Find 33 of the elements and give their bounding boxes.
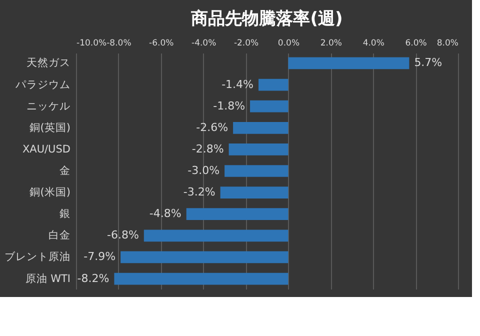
- y-tick-label: 天然ガス: [26, 57, 70, 70]
- y-tick-label: 白金: [48, 230, 70, 242]
- data-label: -2.8%: [192, 142, 224, 156]
- x-tick-label: -2.0%: [234, 38, 259, 48]
- x-tick-label: 4.0%: [362, 38, 384, 48]
- y-tick-label: 銅(米国): [29, 186, 70, 199]
- y-tick-label: ブレント原油: [4, 250, 70, 264]
- x-tick-label: -6.0%: [149, 38, 174, 48]
- data-label: -2.6%: [196, 120, 228, 134]
- y-tick-label: 銅(英国): [29, 120, 70, 134]
- x-tick-label: -10.0%: [76, 38, 107, 48]
- x-tick-label: -4.0%: [191, 38, 216, 48]
- x-tick-label: 6.0%: [405, 38, 427, 48]
- chart-title: 商品先物騰落率(週): [190, 9, 343, 29]
- data-label: -3.0%: [188, 164, 220, 177]
- y-tick-label: 金: [60, 165, 70, 177]
- data-label: -8.2%: [77, 272, 110, 285]
- y-tick-label: パラジウム: [14, 78, 70, 91]
- data-label: -1.8%: [213, 99, 246, 112]
- y-tick-label: 原油 WTI: [25, 272, 70, 285]
- data-label: 5.7%: [414, 56, 442, 70]
- y-tick-label: 銀: [60, 208, 70, 220]
- data-label: -6.8%: [106, 228, 139, 242]
- x-tick-label: -8.0%: [106, 38, 132, 48]
- y-tick-label: XAU/USD: [22, 143, 70, 156]
- data-label: -1.4%: [222, 78, 254, 91]
- y-tick-label: ニッケル: [26, 100, 70, 112]
- x-tick-label: 2.0%: [320, 38, 342, 48]
- data-label: -3.2%: [183, 186, 216, 199]
- x-tick-label: 0.0%: [278, 38, 300, 48]
- x-tick-label: 8.0%: [436, 38, 458, 48]
- data-label: -7.9%: [84, 250, 116, 264]
- data-label: -4.8%: [149, 207, 182, 220]
